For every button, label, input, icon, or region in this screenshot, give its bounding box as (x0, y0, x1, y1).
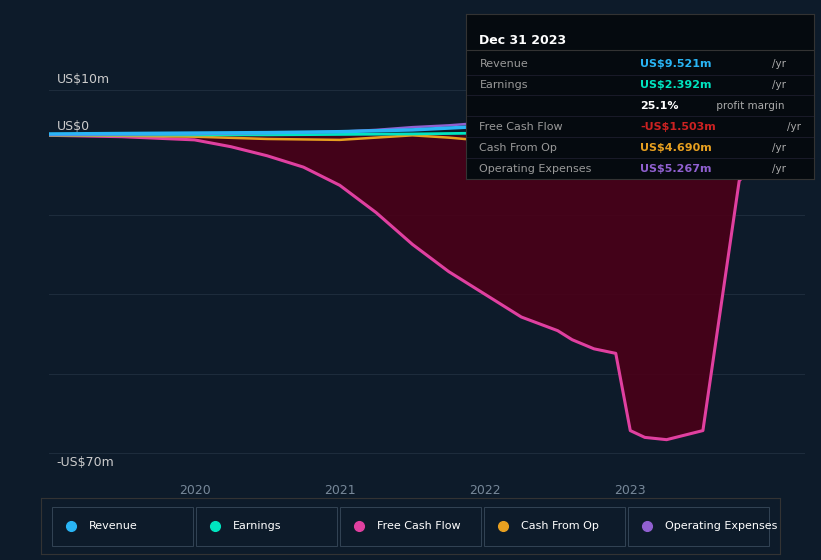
Text: Cash From Op: Cash From Op (521, 521, 599, 531)
Text: Dec 31 2023: Dec 31 2023 (479, 34, 566, 47)
Text: 25.1%: 25.1% (640, 101, 678, 111)
Text: US$4.690m: US$4.690m (640, 143, 712, 153)
Text: -US$70m: -US$70m (57, 456, 114, 469)
Text: Earnings: Earnings (479, 80, 528, 90)
FancyBboxPatch shape (484, 507, 625, 546)
Text: Revenue: Revenue (89, 521, 138, 531)
Text: /yr: /yr (787, 122, 800, 132)
Text: /yr: /yr (772, 80, 786, 90)
Text: US$0: US$0 (57, 120, 89, 133)
FancyBboxPatch shape (341, 507, 481, 546)
Text: Operating Expenses: Operating Expenses (479, 164, 592, 174)
Text: Earnings: Earnings (233, 521, 282, 531)
Text: Free Cash Flow: Free Cash Flow (479, 122, 563, 132)
Text: Cash From Op: Cash From Op (479, 143, 557, 153)
Text: US$10m: US$10m (57, 73, 110, 86)
Text: Free Cash Flow: Free Cash Flow (378, 521, 461, 531)
FancyBboxPatch shape (196, 507, 337, 546)
Text: /yr: /yr (772, 164, 786, 174)
Text: /yr: /yr (772, 143, 786, 153)
Text: -US$1.503m: -US$1.503m (640, 122, 716, 132)
Text: Operating Expenses: Operating Expenses (666, 521, 777, 531)
Text: /yr: /yr (772, 59, 786, 69)
FancyBboxPatch shape (629, 507, 769, 546)
FancyBboxPatch shape (53, 507, 193, 546)
Text: US$2.392m: US$2.392m (640, 80, 712, 90)
Text: profit margin: profit margin (713, 101, 785, 111)
Text: Revenue: Revenue (479, 59, 528, 69)
Text: US$9.521m: US$9.521m (640, 59, 712, 69)
Text: US$5.267m: US$5.267m (640, 164, 712, 174)
